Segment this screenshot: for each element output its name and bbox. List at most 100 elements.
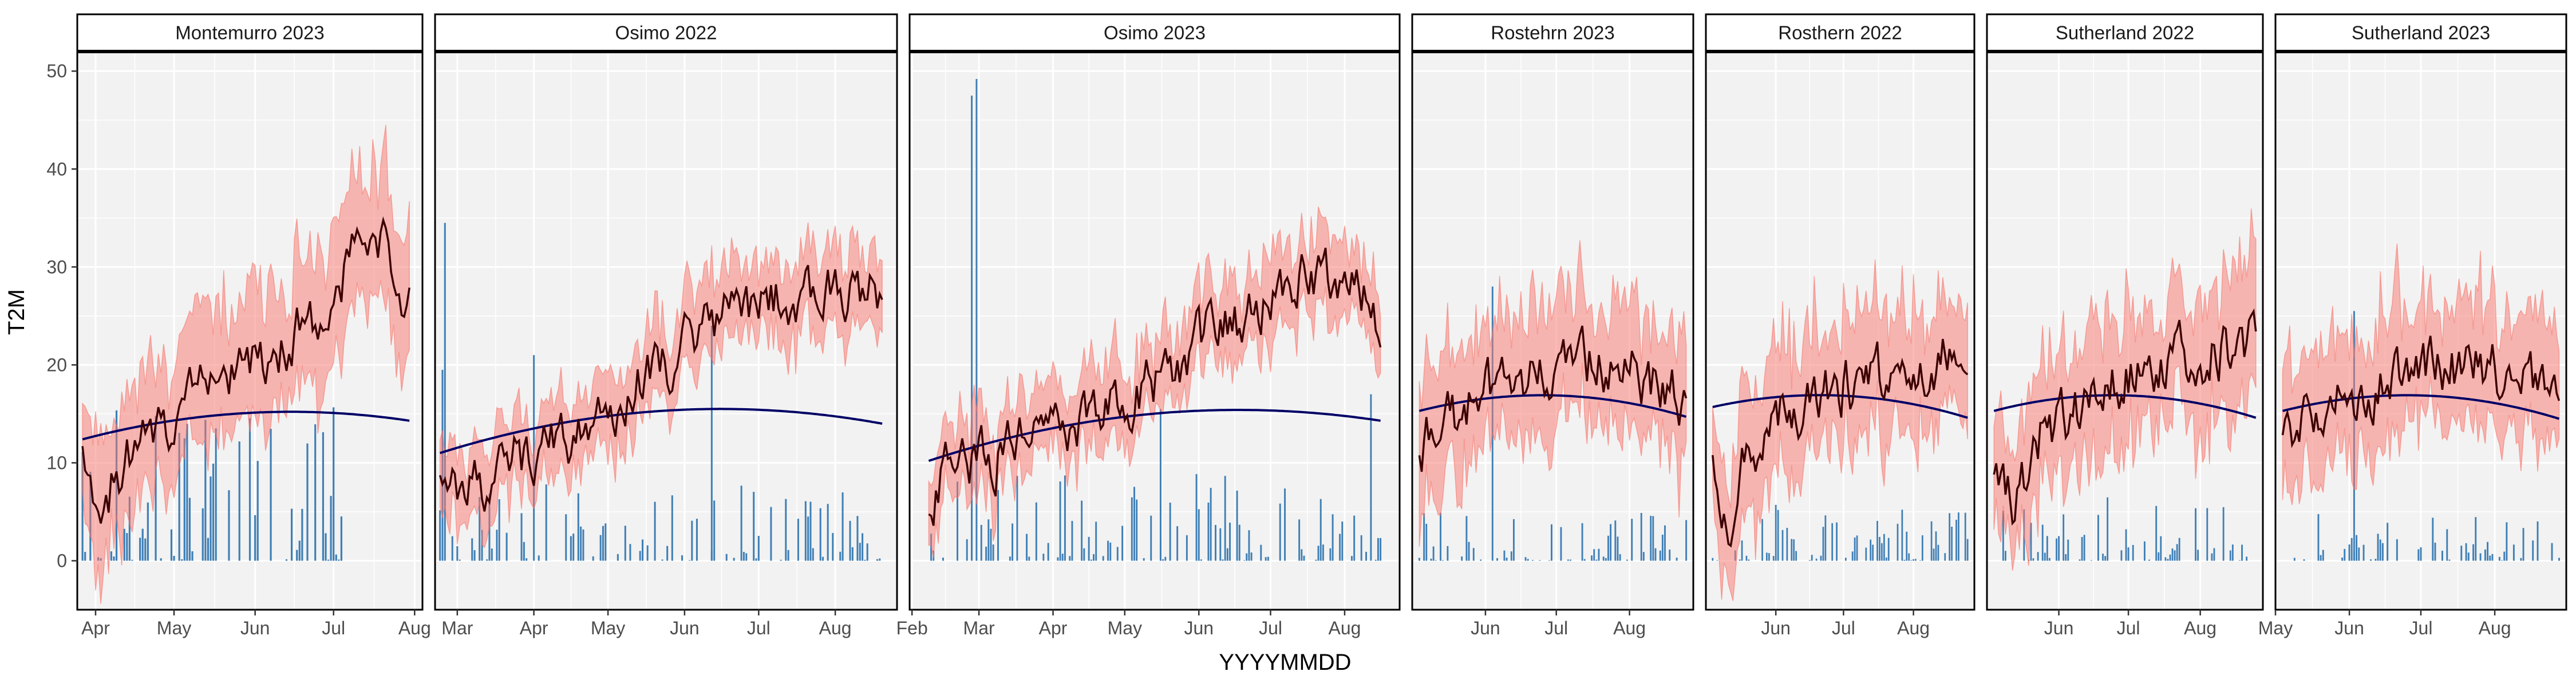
precip-bar <box>2501 560 2503 561</box>
precip-bar <box>2448 559 2451 561</box>
precip-bar <box>238 441 240 561</box>
precip-bar <box>113 556 115 561</box>
precip-bar <box>990 528 992 561</box>
panel: Osimo 2023 Feb Mar Apr May Jun Jul Aug <box>896 13 1401 638</box>
precip-bar <box>2107 497 2109 561</box>
precip-bar <box>1069 556 1071 561</box>
precip-bar <box>851 547 854 561</box>
panel-title: Sutherland 2022 <box>2056 22 2194 44</box>
precip-bar <box>1425 523 1428 561</box>
temperature-band <box>1712 259 1968 601</box>
precip-bar <box>84 552 86 561</box>
precip-bar <box>1150 515 1152 561</box>
x-tick-label: Aug <box>2184 618 2217 638</box>
precip-bar <box>322 432 325 561</box>
precip-bar <box>2169 554 2171 561</box>
precip-bar <box>2417 549 2420 561</box>
precip-bar <box>186 424 188 561</box>
precip-bar <box>459 559 461 561</box>
precip-bar <box>471 538 473 561</box>
precip-bar <box>1061 554 1064 561</box>
precip-bar <box>577 493 579 561</box>
y-tick-label: 0 <box>57 550 67 571</box>
panel-title: Osimo 2022 <box>615 22 717 44</box>
precip-bar <box>314 424 317 561</box>
precip-bar <box>879 558 881 561</box>
precip-bar <box>1260 544 1262 561</box>
x-tick-label: Jun <box>1761 618 1791 638</box>
y-axis: 0 10 20 30 40 50 <box>46 61 77 571</box>
precip-bar <box>2374 559 2377 561</box>
precip-bar <box>1116 547 1119 561</box>
precip-bar <box>1631 519 1633 561</box>
temperature-band <box>82 125 410 604</box>
precip-bar <box>1583 559 1586 561</box>
precip-bar <box>1088 536 1090 561</box>
precip-bar <box>327 559 330 561</box>
precip-bar <box>2211 553 2213 561</box>
precip-bar <box>1503 550 1506 561</box>
precip-bar <box>2303 559 2305 561</box>
precip-bar <box>1903 559 1906 561</box>
strip-background <box>908 13 1401 53</box>
precip-bar <box>1883 534 1885 561</box>
precip-bar <box>1059 481 1061 561</box>
precip-bar <box>296 550 298 561</box>
x-tick-label: Aug <box>1328 618 1361 638</box>
precip-bar <box>617 554 619 561</box>
trend-line <box>440 408 883 455</box>
y-tick-label: 50 <box>46 61 67 81</box>
precip-bar <box>753 492 755 561</box>
precip-bar <box>2370 559 2372 561</box>
precip-bar <box>141 528 144 561</box>
precip-bar <box>2506 522 2508 561</box>
precip-bar <box>2239 560 2241 561</box>
precip-bar <box>1380 538 1382 561</box>
precip-bar <box>2160 536 2162 561</box>
precip-bar <box>1423 513 1425 561</box>
precip-bar <box>2491 554 2494 561</box>
precip-bar <box>1685 520 1688 561</box>
precip-bar <box>204 420 207 561</box>
precip-bar <box>2498 556 2500 561</box>
precip-bar <box>2420 547 2422 561</box>
precip-bar <box>456 546 459 561</box>
precip-bar <box>639 551 641 561</box>
precip-bar <box>1447 546 1449 561</box>
precip-bar <box>713 500 716 561</box>
precip-bar <box>188 498 191 561</box>
precip-bar <box>2067 539 2069 561</box>
precip-bar <box>256 461 259 561</box>
precip-bar <box>629 544 631 561</box>
precip-bar <box>862 533 864 561</box>
precip-bar <box>2475 517 2477 561</box>
precip-bar <box>1570 559 1571 561</box>
precip-bar <box>1083 548 1085 561</box>
precip-bar <box>1906 531 1908 561</box>
precip-bar <box>1781 530 1784 561</box>
precip-bar <box>992 544 994 561</box>
precip-bar <box>2167 559 2169 561</box>
precip-bar <box>2344 548 2346 561</box>
precip-bar <box>2358 547 2360 561</box>
x-tick-label: May <box>2258 618 2293 638</box>
precip-bar <box>2079 559 2081 561</box>
precip-bar <box>439 510 441 561</box>
precip-bar <box>139 538 141 561</box>
strip-background <box>1986 13 2264 53</box>
precip-bar <box>2229 550 2231 561</box>
precip-bar <box>691 520 693 561</box>
precip-bar <box>582 529 584 561</box>
precip-bar <box>520 513 523 561</box>
precip-bar <box>1102 556 1104 561</box>
mean-temperature-line <box>1418 325 1688 472</box>
precip-bar <box>804 501 807 561</box>
precip-bar <box>1131 497 1133 561</box>
precip-bar <box>602 526 604 561</box>
precip-bar <box>1607 535 1609 561</box>
precip-bar <box>1224 476 1226 561</box>
precip-bar <box>1143 558 1145 561</box>
precip-bar <box>2479 553 2482 561</box>
panel: Sutherland 2022 Jun Jul Aug <box>1986 13 2264 638</box>
precip-bar <box>2432 518 2434 561</box>
